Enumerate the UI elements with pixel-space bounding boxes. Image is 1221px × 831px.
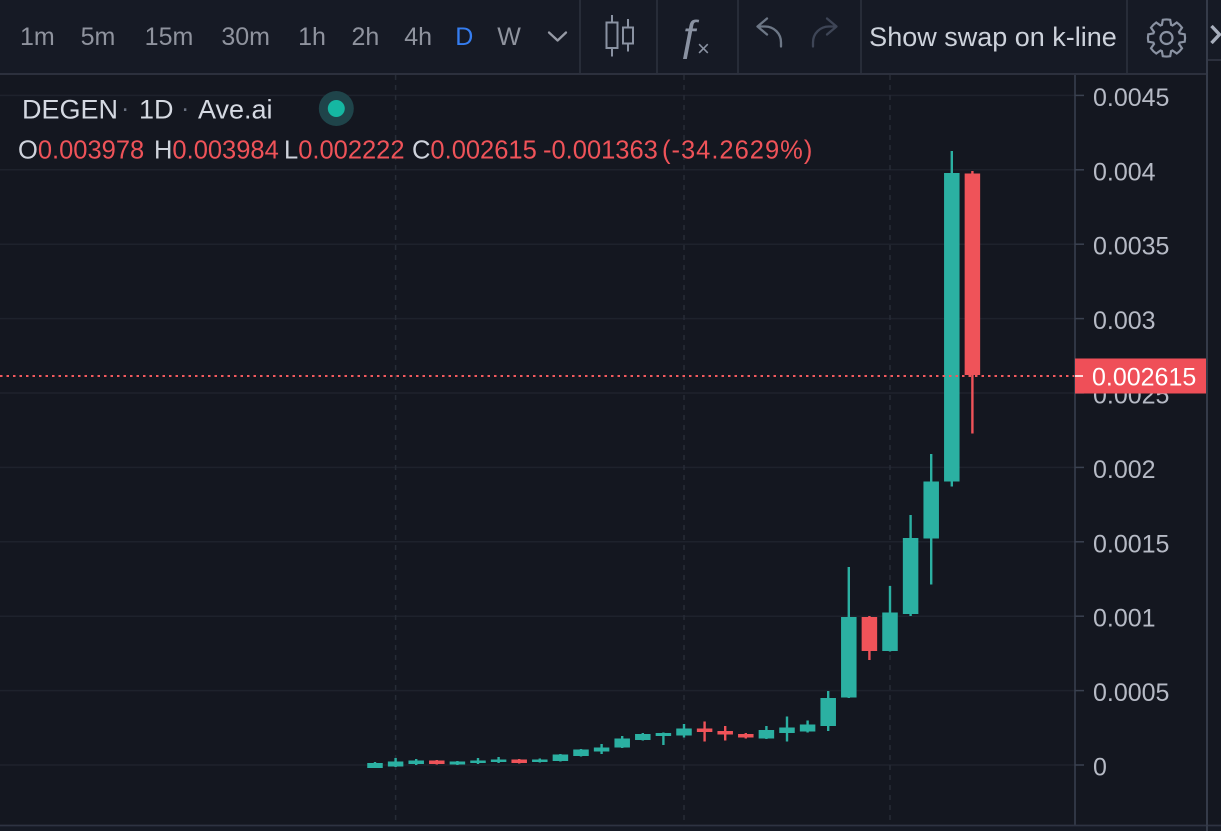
svg-text:0.0015: 0.0015 (1093, 530, 1169, 558)
svg-text:0: 0 (1093, 754, 1107, 782)
svg-text:(-34.2629%): (-34.2629%) (662, 137, 813, 165)
svg-text:C0.002615: C0.002615 (412, 137, 537, 165)
svg-text:Ave.ai: Ave.ai (198, 95, 273, 125)
svg-text:O0.003978: O0.003978 (18, 137, 144, 165)
svg-text:0.004: 0.004 (1093, 158, 1156, 186)
svg-text:ƒ: ƒ (679, 12, 703, 60)
svg-text:0.0035: 0.0035 (1093, 233, 1169, 261)
svg-text:DEGEN: DEGEN (22, 95, 118, 125)
svg-text:0.0005: 0.0005 (1093, 679, 1169, 707)
svg-text:0.0045: 0.0045 (1093, 84, 1169, 112)
svg-text:0.003: 0.003 (1093, 307, 1156, 335)
svg-text:L0.002222: L0.002222 (284, 137, 405, 165)
svg-text:0.002: 0.002 (1093, 456, 1156, 484)
svg-text:0.001: 0.001 (1093, 605, 1156, 633)
svg-text:1D: 1D (139, 95, 174, 125)
svg-text:·: · (121, 95, 129, 123)
svg-text:·: · (181, 95, 189, 123)
svg-text:0.002615: 0.002615 (1092, 364, 1196, 392)
svg-text:-0.001363: -0.001363 (543, 137, 658, 165)
svg-text:×: × (697, 36, 710, 61)
svg-text:H0.003984: H0.003984 (154, 137, 279, 165)
